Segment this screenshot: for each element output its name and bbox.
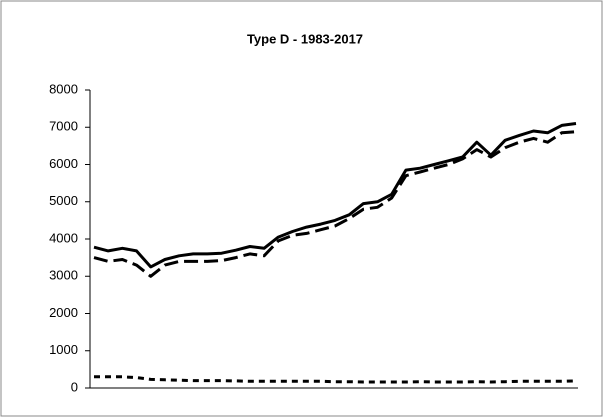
y-tick-label: 5000 — [49, 193, 78, 208]
y-tick-label: 8000 — [49, 81, 78, 96]
y-tick-label: 2000 — [49, 305, 78, 320]
y-tick-label: 4000 — [49, 230, 78, 245]
y-tick-label: 3000 — [49, 268, 78, 283]
data-line — [93, 122, 577, 269]
data-line — [94, 375, 577, 384]
data-line — [93, 130, 577, 278]
y-tick-label: 6000 — [49, 156, 78, 171]
y-tick-label: 1000 — [49, 342, 78, 357]
chart-title: Type D - 1983-2017 — [247, 31, 363, 46]
y-tick-label: 7000 — [49, 119, 78, 134]
y-tick-label: 0 — [71, 379, 78, 394]
